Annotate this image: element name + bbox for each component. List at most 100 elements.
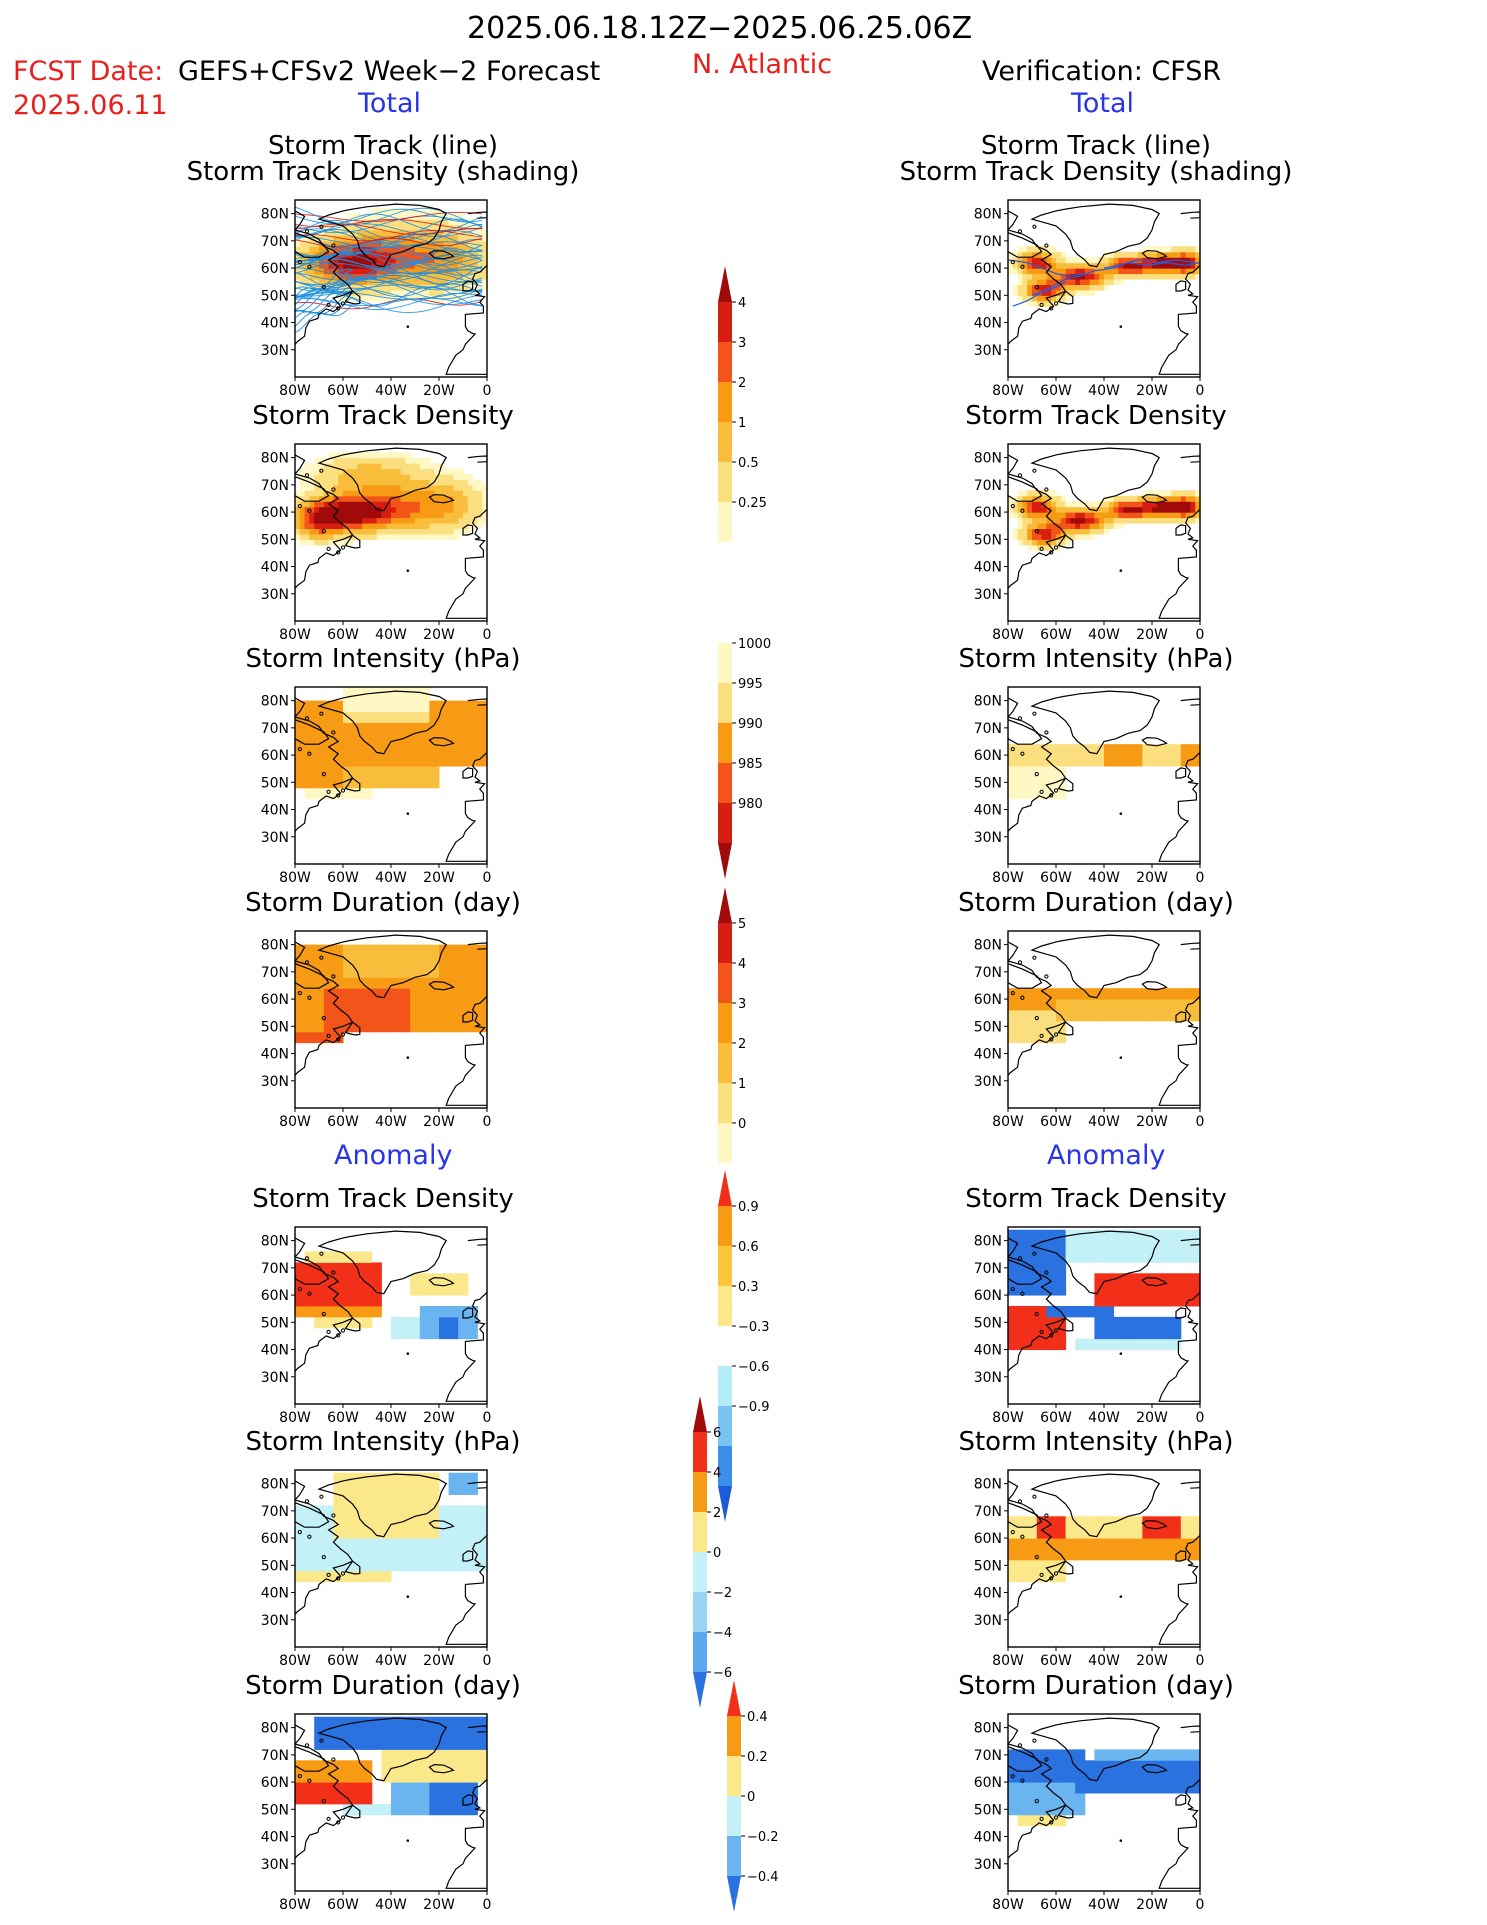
- y-tick-label: 50N: [261, 1019, 289, 1035]
- y-tick-label: 50N: [974, 532, 1002, 548]
- colorbar-segment: [718, 302, 732, 342]
- y-tick-label: 60N: [974, 505, 1002, 521]
- y-tick-label: 40N: [261, 1343, 289, 1359]
- colorbar-label: 2: [713, 1506, 721, 1521]
- x-tick-label: 40W: [1088, 870, 1120, 886]
- y-tick-label: 30N: [974, 1857, 1002, 1873]
- x-tick-label: 60W: [327, 1653, 359, 1669]
- fcst-date-label: FCST Date:: [13, 56, 164, 87]
- colorbar-segment: [718, 683, 732, 723]
- colorbar-label: 0.2: [747, 1750, 768, 1765]
- x-tick-label: 0: [1196, 383, 1205, 399]
- colorbar-segment: [718, 1446, 732, 1486]
- y-tick-label: 30N: [261, 830, 289, 846]
- colorbar-intensity-anomaly: 6 4 2 0 −2 −4 −6: [693, 1394, 763, 1710]
- y-tick-label: 80N: [261, 451, 289, 467]
- colorbar-arrow-top: [718, 887, 732, 923]
- colorbar-label: −0.4: [747, 1870, 779, 1885]
- panel-title: Storm Intensity (hPa): [958, 1427, 1234, 1457]
- y-tick-label: 80N: [974, 207, 1002, 223]
- colorbar-label: 0.4: [747, 1710, 768, 1725]
- y-tick-label: 30N: [261, 587, 289, 603]
- y-tick-label: 60N: [261, 1288, 289, 1304]
- x-tick-label: 80W: [279, 1653, 311, 1669]
- region-title: N. Atlantic: [692, 49, 833, 80]
- colorbar-arrow-bottom: [693, 1672, 707, 1708]
- colorbar-label: 4: [738, 296, 746, 311]
- colorbar-label: 0: [747, 1790, 755, 1805]
- x-tick-label: 0: [483, 1410, 492, 1426]
- y-tick-label: 50N: [974, 288, 1002, 304]
- colorbar-intensity: 1000 995 990 985 980: [718, 637, 788, 881]
- x-tick-label: 60W: [1040, 1653, 1072, 1669]
- map-panel-forecast-duration-anomaly: 80W 60W 40W 20W 0 80N 70N 60N 50N 40N 30N: [245, 1710, 497, 1921]
- y-tick-label: 40N: [974, 1047, 1002, 1063]
- colorbar-duration: 5 4 3 2 1 0: [718, 885, 788, 1165]
- y-tick-label: 70N: [261, 965, 289, 981]
- map-panel-forecast-density: 80W 60W 40W 20W 0 80N 70N 60N 50N 40N 30N: [245, 440, 497, 651]
- x-tick-label: 80W: [992, 1410, 1024, 1426]
- y-tick-label: 70N: [974, 1504, 1002, 1520]
- y-tick-label: 60N: [974, 261, 1002, 277]
- y-tick-label: 50N: [261, 1802, 289, 1818]
- x-tick-label: 60W: [327, 1897, 359, 1913]
- x-tick-label: 80W: [992, 383, 1024, 399]
- y-tick-label: 70N: [261, 1504, 289, 1520]
- y-tick-label: 80N: [974, 1477, 1002, 1493]
- x-tick-label: 40W: [375, 1897, 407, 1913]
- y-tick-label: 40N: [974, 1343, 1002, 1359]
- x-tick-label: 40W: [1088, 1653, 1120, 1669]
- x-tick-label: 80W: [279, 383, 311, 399]
- colorbar-label: 1000: [738, 637, 771, 652]
- y-tick-label: 80N: [974, 938, 1002, 954]
- colorbar-segment: [693, 1552, 707, 1592]
- y-tick-label: 40N: [974, 560, 1002, 576]
- y-tick-label: 30N: [261, 1613, 289, 1629]
- colorbar-label: 985: [738, 757, 763, 772]
- y-tick-label: 80N: [261, 207, 289, 223]
- map-panel-verification-duration: 80W 60W 40W 20W 0 80N 70N 60N 50N 40N 30N: [958, 927, 1210, 1138]
- y-tick-label: 30N: [974, 587, 1002, 603]
- x-tick-label: 20W: [423, 627, 455, 643]
- y-tick-label: 80N: [261, 1234, 289, 1250]
- x-tick-label: 80W: [279, 1114, 311, 1130]
- colorbar-segment: [718, 1246, 732, 1286]
- map-panel-verification-intensity: 80W 60W 40W 20W 0 80N 70N 60N 50N 40N 30N: [958, 683, 1210, 894]
- colorbar-segment: [727, 1836, 741, 1876]
- colorbar-label: 2: [738, 1037, 746, 1052]
- colorbar-segment: [718, 963, 732, 1003]
- x-tick-label: 60W: [327, 870, 359, 886]
- x-tick-label: 60W: [1040, 627, 1072, 643]
- y-tick-label: 30N: [974, 343, 1002, 359]
- panel-title: Storm Duration (day): [958, 1671, 1234, 1701]
- colorbar-label: 995: [738, 677, 763, 692]
- x-tick-label: 80W: [992, 627, 1024, 643]
- x-tick-label: 20W: [423, 1410, 455, 1426]
- panel-title: Storm Intensity (hPa): [245, 1427, 521, 1457]
- y-tick-label: 40N: [261, 316, 289, 332]
- colorbar-segment: [718, 803, 732, 843]
- colorbar-label: −0.2: [747, 1830, 779, 1845]
- fcst-source: GEFS+CFSv2 Week−2 Forecast: [178, 56, 601, 87]
- y-tick-label: 60N: [261, 1531, 289, 1547]
- colorbar-segment: [718, 1083, 732, 1123]
- y-tick-label: 60N: [261, 1775, 289, 1791]
- y-tick-label: 60N: [974, 748, 1002, 764]
- colorbar-segment: [718, 1123, 732, 1163]
- x-tick-label: 20W: [1136, 383, 1168, 399]
- y-tick-label: 40N: [974, 316, 1002, 332]
- y-tick-label: 30N: [261, 1857, 289, 1873]
- panel-title: Storm Track Density: [965, 401, 1227, 431]
- y-tick-label: 30N: [261, 1370, 289, 1386]
- panel-title: Storm Duration (day): [958, 888, 1234, 918]
- colorbar-label: 0: [738, 1117, 746, 1132]
- y-tick-label: 70N: [261, 1748, 289, 1764]
- x-tick-label: 40W: [1088, 1114, 1120, 1130]
- panel-title: Storm Track Density: [965, 1184, 1227, 1214]
- y-tick-label: 60N: [261, 748, 289, 764]
- x-tick-label: 60W: [1040, 1897, 1072, 1913]
- colorbar-segment: [718, 1366, 732, 1406]
- y-tick-label: 80N: [974, 694, 1002, 710]
- period-title: 2025.06.18.12Z−2025.06.25.06Z: [467, 11, 973, 46]
- panel-title: Storm Track Density: [252, 401, 514, 431]
